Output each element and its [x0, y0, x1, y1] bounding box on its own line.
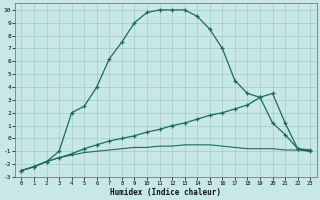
X-axis label: Humidex (Indice chaleur): Humidex (Indice chaleur): [110, 188, 221, 197]
